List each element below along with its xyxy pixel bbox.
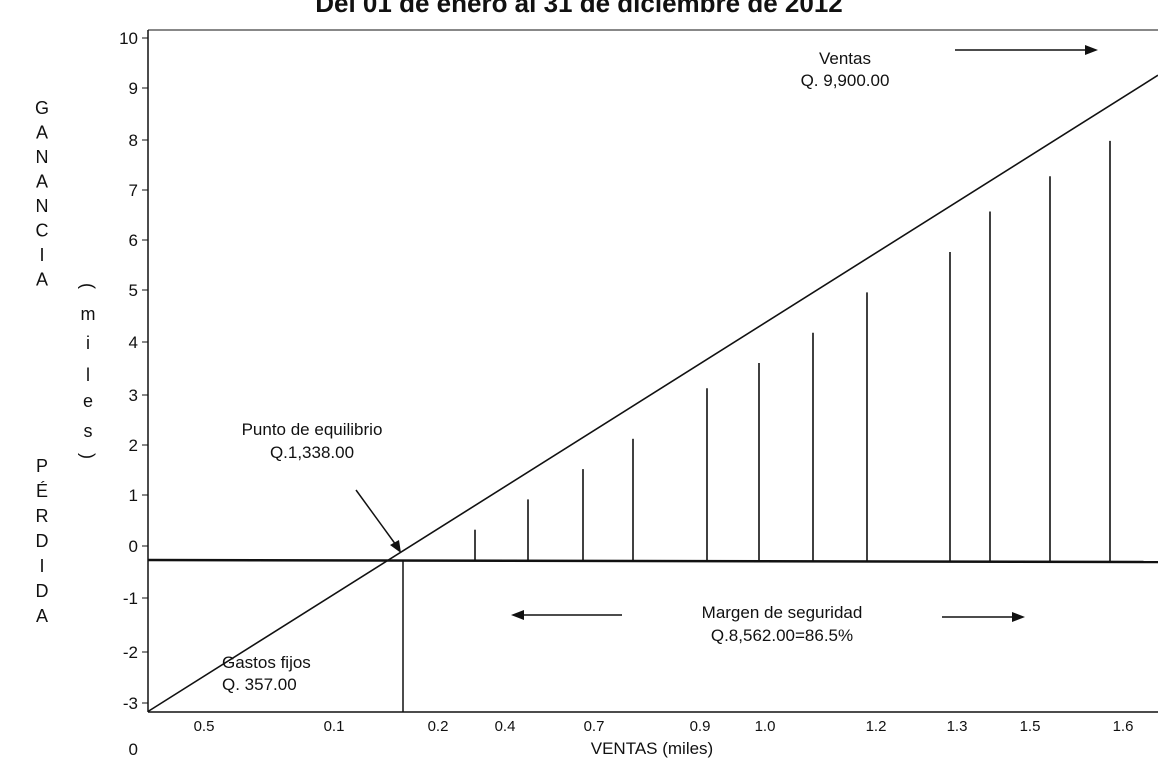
ventas-value: Q. 9,900.00 (801, 71, 890, 90)
y-label-ganancia-letter: N (36, 147, 49, 167)
y-label-perdida-letter: R (36, 506, 49, 526)
x-tick-label: 0.2 (428, 718, 449, 735)
y-label-ganancia-letter: A (36, 123, 48, 143)
y-tick-label: 3 (129, 386, 138, 405)
y-tick-label: 6 (129, 231, 138, 250)
y-label-perdida-letter: A (36, 606, 48, 626)
y-tick-label: 7 (129, 181, 138, 200)
y-tick-label: 0 (129, 537, 138, 556)
gastos-value: Q. 357.00 (222, 675, 297, 694)
x-tick-label: 1.0 (755, 718, 776, 735)
y-label-unit-letter: ) (78, 453, 98, 459)
equilibrio-label: Punto de equilibrio (242, 420, 383, 439)
y-label-unit-letter: m (81, 304, 96, 324)
equilibrio-arrowhead (390, 540, 401, 553)
y-label-perdida-letter: D (36, 581, 49, 601)
y-tick-label: 10 (119, 29, 138, 48)
y-label-unit-letter: e (83, 391, 93, 411)
x-tick-label: 1.5 (1020, 718, 1041, 735)
x-tick-label: 0.5 (194, 718, 215, 735)
y-tick-label: 4 (129, 333, 138, 352)
y-label-unit-letter: i (86, 333, 90, 353)
margen-arrowhead-right (1012, 612, 1025, 622)
y-tick-label: 0 (129, 740, 138, 759)
equilibrio-value: Q.1,338.00 (270, 443, 354, 462)
y-tick-label: 8 (129, 131, 138, 150)
y-label-ganancia-letter: A (36, 172, 48, 192)
x-tick-label: 0.9 (690, 718, 711, 735)
y-tick-label: 1 (129, 486, 138, 505)
y-tick-label: -2 (123, 643, 138, 662)
y-tick-label: -3 (123, 694, 138, 713)
x-axis-label: VENTAS (miles) (591, 739, 713, 758)
x-tick-label: 0.7 (584, 718, 605, 735)
sales-line (147, 74, 1158, 713)
x-tick-label: 1.6 (1113, 718, 1134, 735)
y-tick-label: 9 (129, 79, 138, 98)
y-tick-label: 5 (129, 281, 138, 300)
y-label-perdida-letter: É (36, 481, 48, 501)
y-label-ganancia-letter: G (35, 98, 49, 118)
zero-line (147, 558, 1158, 564)
gastos-label: Gastos fijos (222, 653, 311, 672)
x-tick-label: 1.2 (866, 718, 887, 735)
equilibrio-arrow (355, 489, 397, 546)
y-label-unit-letter: s (84, 421, 93, 441)
y-label-unit-letter: l (86, 365, 90, 385)
y-label-ganancia-letter: N (36, 196, 49, 216)
margen-value: Q.8,562.00=86.5% (711, 626, 853, 645)
y-label-ganancia-letter: C (36, 221, 49, 241)
y-label-perdida-letter: P (36, 456, 48, 476)
y-label-unit-letter: ( (78, 283, 98, 289)
y-label-perdida-letter: D (36, 531, 49, 551)
chart-title: Del 01 de enero al 31 de diciembre de 20… (315, 0, 843, 18)
y-tick-label: -1 (123, 589, 138, 608)
ventas-label: Ventas (819, 49, 871, 68)
y-label-perdida-letter: I (39, 556, 44, 576)
margen-arrowhead-left (511, 610, 524, 620)
x-tick-label: 1.3 (947, 718, 968, 735)
y-label-ganancia-letter: I (39, 245, 44, 265)
ventas-arrowhead (1085, 45, 1098, 55)
margen-label: Margen de seguridad (702, 603, 863, 622)
y-tick-label: 2 (129, 436, 138, 455)
x-tick-label: 0.1 (324, 718, 345, 735)
y-label-ganancia-letter: A (36, 270, 48, 290)
x-tick-label: 0.4 (495, 718, 516, 735)
